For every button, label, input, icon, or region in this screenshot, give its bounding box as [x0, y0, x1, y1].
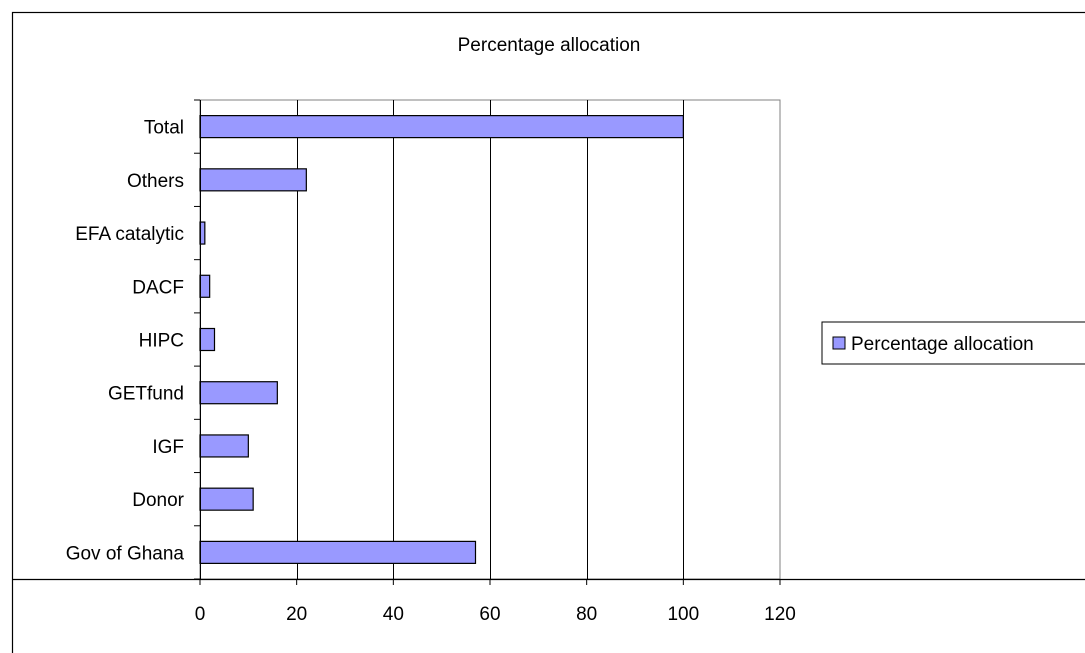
chart-title: Percentage allocation	[458, 35, 641, 56]
category-label: IGF	[152, 437, 184, 458]
category-label: HIPC	[139, 331, 184, 352]
bar-dacf	[199, 274, 211, 298]
legend-label: Percentage allocation	[851, 334, 1034, 355]
bar-igf	[199, 434, 249, 458]
bars	[199, 115, 684, 564]
x-tick-label: 0	[195, 604, 206, 625]
category-label: Donor	[132, 490, 184, 511]
x-tick-label: 60	[479, 604, 500, 625]
legend-swatch	[832, 336, 846, 350]
x-tick-label: 40	[383, 604, 404, 625]
legend: Percentage allocation	[821, 321, 1085, 365]
x-tick-label: 20	[286, 604, 307, 625]
x-tick-label: 100	[667, 604, 699, 625]
bar-gov-of-ghana	[199, 540, 477, 564]
category-label: GETfund	[108, 384, 184, 405]
category-label: Total	[144, 118, 184, 139]
legend-border	[821, 321, 1085, 365]
x-tick-label: 80	[576, 604, 597, 625]
bar-total	[199, 115, 684, 139]
grid-lines	[297, 100, 684, 579]
tick-labels: 0 20 40 60 80 100 120	[195, 604, 796, 625]
category-label: EFA catalytic	[75, 224, 184, 245]
category-label: Others	[127, 171, 184, 192]
category-label: Gov of Ghana	[66, 543, 185, 564]
bar-donor	[199, 487, 254, 511]
bar-getfund	[199, 381, 278, 405]
category-labels: Gov of Ghana Donor IGF GETfund HIPC DACF EFA c…	[66, 118, 185, 565]
bar-hipc	[199, 327, 216, 352]
axes	[12, 99, 1085, 585]
category-label: DACF	[132, 277, 184, 298]
bar-others	[199, 168, 307, 192]
x-tick-label: 120	[764, 604, 796, 625]
